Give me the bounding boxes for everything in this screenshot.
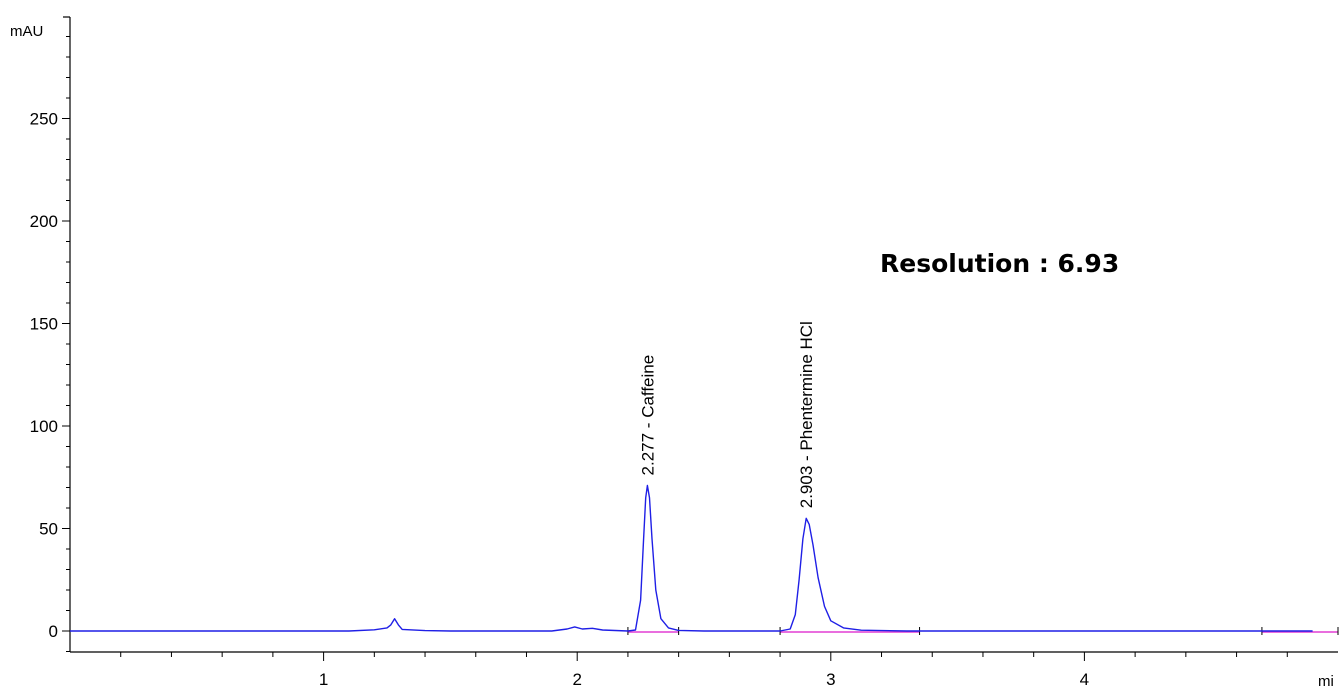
axes — [63, 16, 1338, 653]
peak-label: 2.277 - Caffeine — [638, 355, 657, 476]
series-layer — [70, 484, 1339, 635]
peak-label: 2.903 - Phentermine HCl — [797, 321, 816, 508]
x-tick-label: 3 — [826, 670, 835, 689]
labels-layer: 2.277 - Caffeine 2.903 - Phentermine HCl — [638, 321, 816, 508]
y-tick-label: 200 — [30, 212, 58, 231]
ticks: 0 50 100 150 200 250 1 2 3 4 — [30, 36, 1288, 689]
y-axis-label: mAU — [10, 23, 43, 40]
resolution-annotation: Resolution : 6.93 — [880, 249, 1119, 278]
y-tick-label: 100 — [30, 417, 58, 436]
y-tick-label: 250 — [30, 110, 58, 129]
chromatogram-trace — [70, 484, 1313, 632]
x-axis-label: mi — [1318, 673, 1334, 690]
y-tick-label: 50 — [39, 520, 58, 539]
x-tick-label: 4 — [1080, 670, 1089, 689]
y-tick-label: 0 — [49, 622, 58, 641]
x-tick-label: 2 — [572, 670, 581, 689]
x-tick-label: 1 — [319, 670, 328, 689]
y-tick-label: 150 — [30, 315, 58, 334]
